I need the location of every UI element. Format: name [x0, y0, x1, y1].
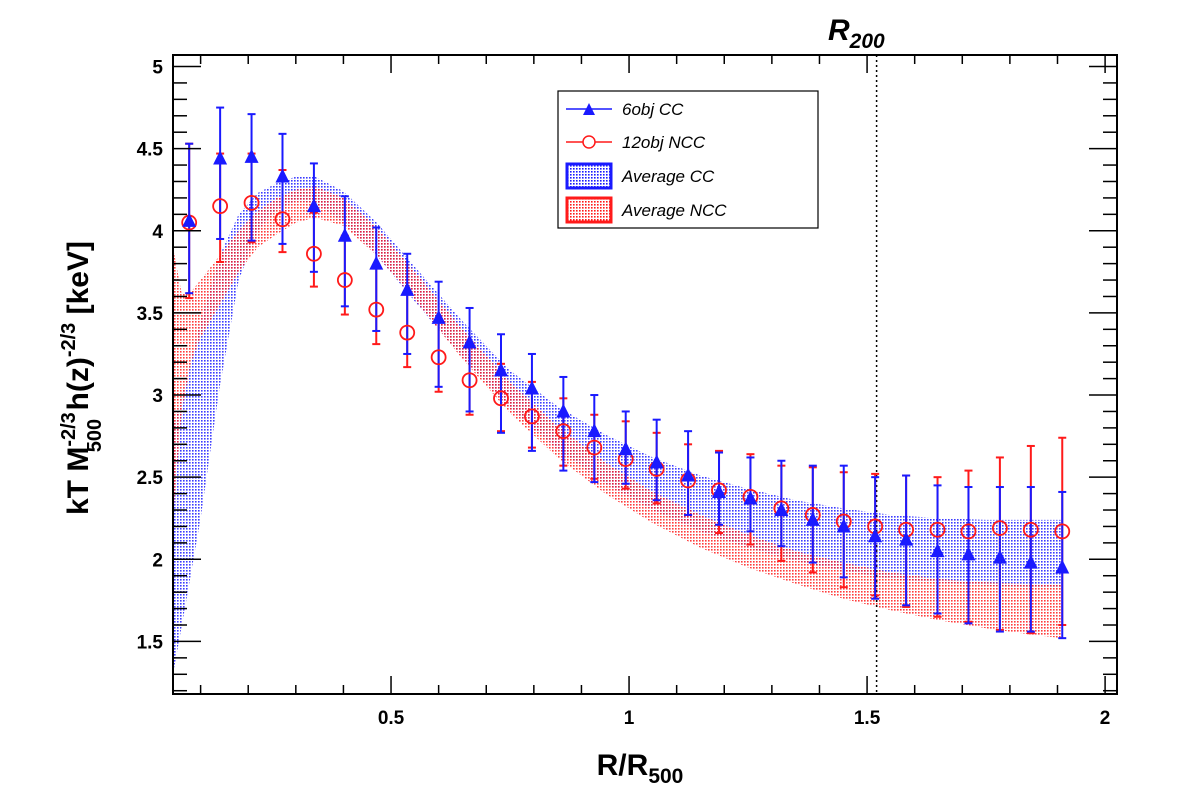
y-axis-title-b-sup: -2/3: [58, 323, 80, 357]
x-axis-title: R/R500: [597, 749, 684, 788]
x-axis-title-main: R/R: [597, 749, 649, 782]
data-point-cc: [649, 454, 664, 469]
x-tick-label: 0.5: [378, 708, 405, 729]
data-point-cc: [1055, 559, 1070, 574]
data-point-ncc: [991, 520, 1008, 536]
y-tick-label: 3.5: [137, 304, 164, 325]
data-point-ncc: [1022, 521, 1039, 538]
data-point-ncc: [461, 372, 478, 389]
legend-label-avg-cc: Average CC: [621, 167, 715, 186]
data-point-cc: [961, 546, 976, 561]
data-point-cc: [992, 549, 1007, 564]
errorbars-layer: [185, 106, 1067, 640]
data-point-cc: [524, 380, 539, 395]
y-axis-title: kT M-2/3 500 h(z)-2/3 [keV]: [58, 241, 106, 515]
x-tick-label: 1: [624, 708, 635, 729]
data-point-cc: [743, 490, 758, 505]
legend-label-avg-ncc: Average NCC: [621, 201, 727, 220]
y-axis-title-c: [keV]: [62, 241, 95, 323]
y-tick-label: 4: [152, 222, 163, 243]
r200-annotation-sub: 200: [849, 30, 885, 53]
data-point-cc: [244, 148, 259, 163]
x-tick-label: 1.5: [854, 708, 881, 729]
data-point-ncc: [586, 439, 603, 456]
data-point-cc: [681, 467, 696, 482]
tick-labels-layer: 1.5 2 2.5 3 3.5 4 4.5 5 0.5 1 1.5 2: [137, 57, 1111, 729]
band-average-cc: [173, 176, 1063, 675]
legend-band-ncc-icon: [565, 196, 613, 224]
y-axis-title-a-sup: -2/3: [58, 412, 80, 446]
legend-label-cc: 6obj CC: [622, 100, 684, 119]
data-point-ncc: [555, 423, 572, 440]
r200-annotation-main: R: [828, 14, 850, 47]
y-axis-title-b: h(z): [62, 357, 95, 419]
data-point-cc: [462, 334, 477, 349]
y-tick-label: 2: [152, 550, 163, 571]
data-point-cc: [836, 518, 851, 533]
data-point-cc: [1023, 554, 1038, 569]
data-point-ncc: [1054, 523, 1071, 540]
data-point-ncc: [212, 198, 229, 215]
data-point-ncc: [929, 521, 946, 538]
data-point-ncc: [960, 523, 977, 540]
data-point-ncc: [399, 324, 416, 341]
y-axis-title-a: kT M: [62, 447, 95, 515]
data-point-cc: [712, 483, 727, 498]
data-point-cc: [618, 441, 633, 456]
legend-circle-icon: [582, 135, 596, 149]
data-point-cc: [400, 281, 415, 296]
data-point-cc: [899, 531, 914, 546]
y-axis-title-a-sub: 500: [84, 419, 106, 452]
plot-frame: [172, 54, 1118, 695]
data-point-cc: [774, 502, 789, 517]
data-point-cc: [369, 255, 384, 270]
bands-layer: [173, 176, 1063, 675]
data-point-cc: [868, 528, 883, 543]
data-point-ncc: [493, 390, 509, 407]
markers-layer: [181, 148, 1071, 574]
data-point-cc: [805, 511, 820, 526]
y-tick-label: 5: [152, 57, 163, 78]
legend-triangle-icon: [583, 103, 595, 115]
data-point-cc: [275, 168, 290, 183]
r200-annotation: R200: [828, 14, 885, 53]
data-point-ncc: [368, 301, 385, 318]
band-average-ncc: [173, 186, 1063, 639]
ticks-layer: [173, 55, 1117, 694]
data-point-ncc: [274, 211, 291, 228]
data-point-cc: [306, 198, 321, 213]
data-point-cc: [930, 543, 945, 558]
legend-box: [557, 90, 819, 229]
y-tick-label: 3: [152, 386, 163, 407]
data-point-cc: [431, 309, 446, 324]
legend: 6obj CC 12obj NCC Average CC Average NCC: [557, 90, 819, 229]
data-point-ncc: [243, 194, 260, 211]
y-tick-label: 4.5: [137, 140, 164, 161]
data-point-ncc: [336, 272, 353, 288]
data-point-ncc: [306, 245, 322, 262]
data-point-ncc: [524, 408, 540, 425]
legend-band-cc-icon: [565, 162, 613, 190]
legend-label-ncc: 12obj NCC: [622, 133, 706, 152]
data-point-cc: [213, 150, 228, 165]
data-point-ncc: [430, 349, 447, 366]
y-tick-label: 2.5: [137, 468, 164, 489]
data-point-cc: [337, 227, 352, 242]
data-point-cc: [182, 212, 197, 227]
data-point-cc: [556, 403, 571, 418]
y-tick-label: 1.5: [137, 632, 164, 653]
data-point-cc: [493, 362, 508, 377]
data-point-cc: [587, 423, 602, 438]
x-tick-label: 2: [1100, 708, 1111, 729]
x-axis-title-sub: 500: [648, 765, 683, 788]
